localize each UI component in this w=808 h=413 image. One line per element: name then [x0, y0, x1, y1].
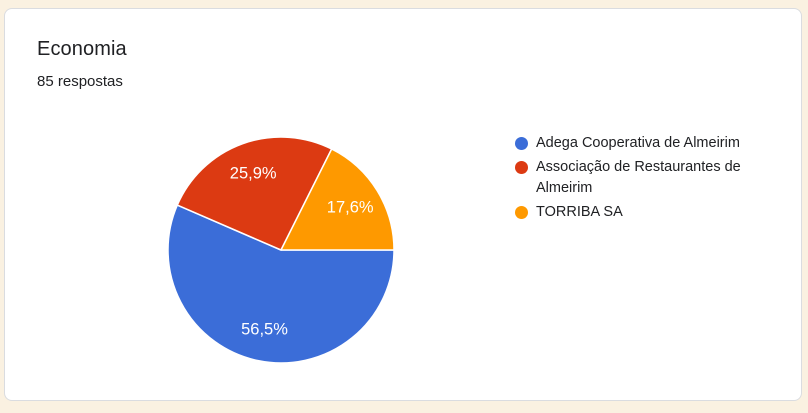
legend-item-3: TORRIBA SA	[515, 202, 761, 223]
legend-swatch-icon	[515, 137, 528, 150]
question-title: Economia	[37, 38, 127, 60]
pie-slice-label: 17,6%	[327, 198, 374, 216]
pie-slice-label: 25,9%	[230, 165, 277, 183]
legend-label: Adega Cooperativa de Almeirim	[536, 135, 740, 151]
pie-chart: 56,5% 25,9% 17,6%	[167, 136, 395, 364]
question-summary-card: Economia 85 respostas 56,5% 25,9% 17,6% Ad…	[4, 8, 802, 401]
pie-slice-3[interactable]	[280, 148, 395, 251]
legend-label: TORRIBA SA	[536, 204, 623, 220]
pie-slice-1[interactable]	[167, 204, 395, 364]
response-count: 85 respostas	[37, 73, 123, 90]
legend-swatch-icon	[515, 206, 528, 219]
legend-swatch-icon	[515, 161, 528, 174]
legend-item-2: Associação de Restaurantes de Almeirim	[515, 157, 761, 199]
legend-item-1: Adega Cooperativa de Almeirim	[515, 133, 761, 154]
pie-slice-label: 56,5%	[241, 321, 288, 339]
legend-label: Associação de Restaurantes de Almeirim	[536, 159, 741, 196]
pie-slice-2[interactable]	[176, 136, 333, 251]
chart-legend: Adega Cooperativa de Almeirim Associação …	[515, 133, 761, 226]
